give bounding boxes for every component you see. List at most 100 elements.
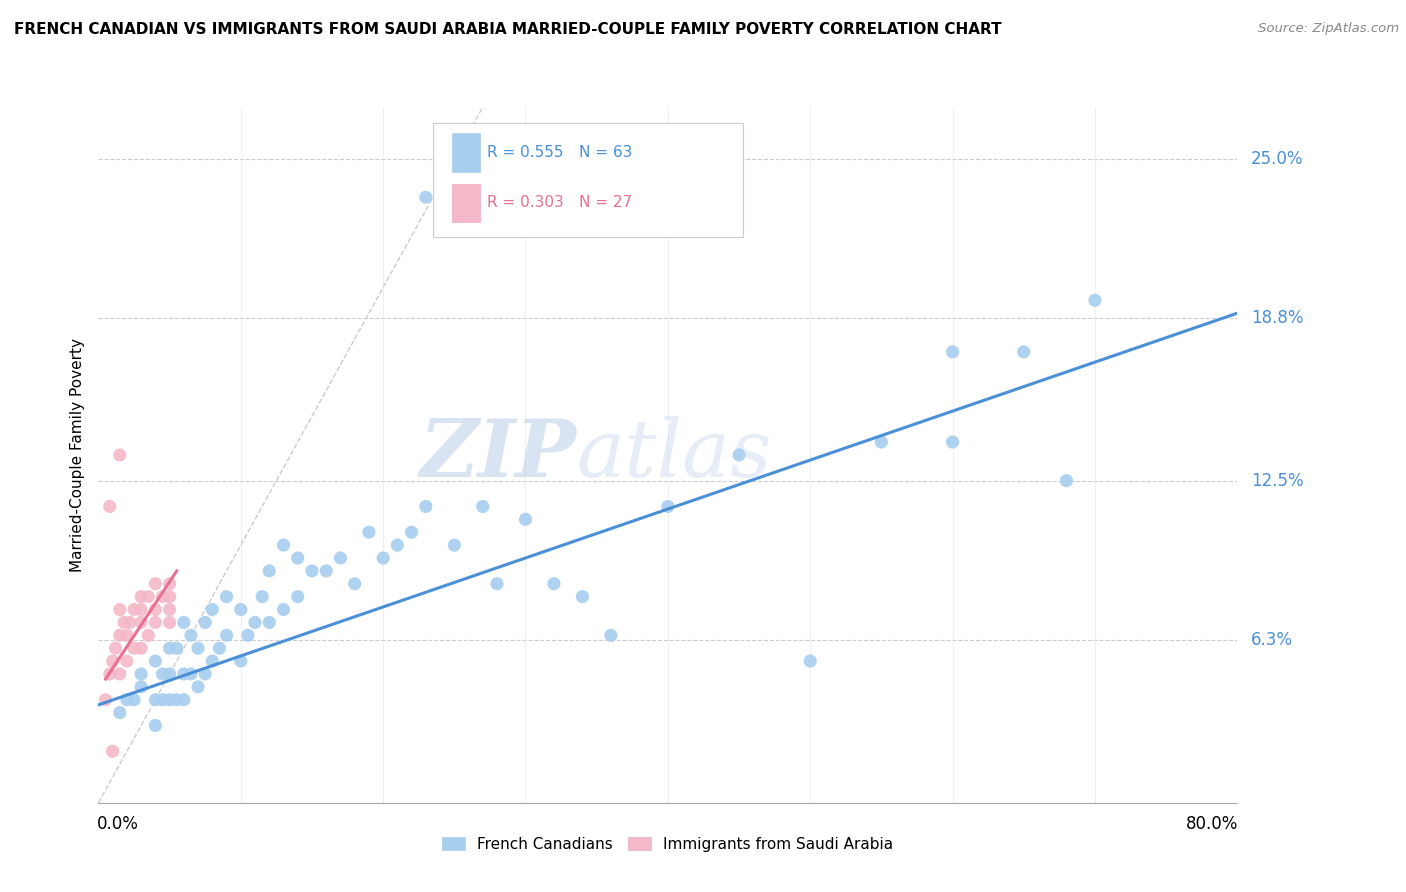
Point [229, 654, 252, 668]
Point [486, 576, 509, 591]
Point [259, 615, 281, 630]
Point [194, 615, 217, 630]
Text: 80.0%: 80.0% [1187, 815, 1239, 833]
Point [129, 602, 152, 616]
Point [108, 667, 131, 681]
Point [129, 641, 152, 656]
Point [145, 615, 167, 630]
Point [159, 667, 181, 681]
Point [101, 654, 124, 668]
Point [129, 667, 152, 681]
Point [173, 667, 195, 681]
Point [145, 718, 167, 732]
Point [600, 628, 623, 642]
Legend: French Canadians, Immigrants from Saudi Arabia: French Canadians, Immigrants from Saudi … [436, 830, 900, 858]
Point [728, 448, 751, 462]
Point [415, 190, 437, 204]
Point [112, 615, 135, 630]
Point [129, 590, 152, 604]
Point [201, 654, 224, 668]
Point [159, 615, 181, 630]
Text: 6.3%: 6.3% [1251, 632, 1294, 649]
Point [243, 615, 266, 630]
Point [250, 590, 273, 604]
Point [94, 692, 117, 706]
Point [236, 628, 259, 642]
Point [1084, 293, 1107, 308]
Point [194, 667, 217, 681]
Y-axis label: Married-Couple Family Poverty: Married-Couple Family Poverty [70, 338, 86, 572]
Point [329, 551, 352, 566]
Point [259, 564, 281, 578]
Point [108, 448, 131, 462]
Point [159, 692, 181, 706]
Point [942, 344, 965, 359]
Point [166, 692, 188, 706]
Point [387, 538, 409, 552]
Point [215, 590, 238, 604]
Point [122, 692, 145, 706]
Point [145, 602, 167, 616]
Point [180, 667, 202, 681]
Point [273, 602, 295, 616]
Point [287, 590, 309, 604]
Point [159, 576, 181, 591]
Point [208, 641, 231, 656]
Point [287, 551, 309, 566]
Point [1012, 344, 1035, 359]
Point [101, 744, 124, 758]
Point [108, 706, 131, 720]
Text: R = 0.303: R = 0.303 [488, 195, 564, 211]
Point [159, 641, 181, 656]
Point [122, 602, 145, 616]
Point [173, 692, 195, 706]
Point [373, 551, 395, 566]
Point [1056, 474, 1078, 488]
Point [136, 628, 159, 642]
Point [108, 602, 131, 616]
Text: 18.8%: 18.8% [1251, 310, 1303, 327]
Point [98, 500, 121, 514]
Point [136, 590, 159, 604]
Point [145, 576, 167, 591]
Point [942, 435, 965, 450]
Point [201, 602, 224, 616]
Point [187, 641, 209, 656]
Point [173, 615, 195, 630]
Point [129, 680, 152, 694]
Point [145, 654, 167, 668]
Point [98, 667, 121, 681]
Point [159, 590, 181, 604]
Point [122, 641, 145, 656]
Point [129, 615, 152, 630]
Point [118, 615, 141, 630]
Point [799, 654, 821, 668]
Point [187, 680, 209, 694]
Point [515, 512, 537, 526]
Point [104, 641, 127, 656]
Text: 0.0%: 0.0% [97, 815, 139, 833]
Point [215, 628, 238, 642]
Point [343, 576, 366, 591]
Point [152, 692, 174, 706]
Text: FRENCH CANADIAN VS IMMIGRANTS FROM SAUDI ARABIA MARRIED-COUPLE FAMILY POVERTY CO: FRENCH CANADIAN VS IMMIGRANTS FROM SAUDI… [14, 22, 1001, 37]
Text: N = 63: N = 63 [579, 145, 633, 160]
Point [180, 628, 202, 642]
Point [870, 435, 893, 450]
Point [401, 525, 423, 540]
Point [657, 500, 679, 514]
Text: 25.0%: 25.0% [1251, 150, 1303, 168]
Point [571, 590, 593, 604]
Point [415, 500, 437, 514]
Point [315, 564, 337, 578]
Text: 12.5%: 12.5% [1251, 472, 1303, 490]
Point [443, 538, 465, 552]
Point [273, 538, 295, 552]
Text: atlas: atlas [576, 417, 772, 493]
Point [115, 628, 138, 642]
Point [152, 590, 174, 604]
Point [229, 602, 252, 616]
Point [166, 641, 188, 656]
Point [145, 692, 167, 706]
Point [152, 667, 174, 681]
